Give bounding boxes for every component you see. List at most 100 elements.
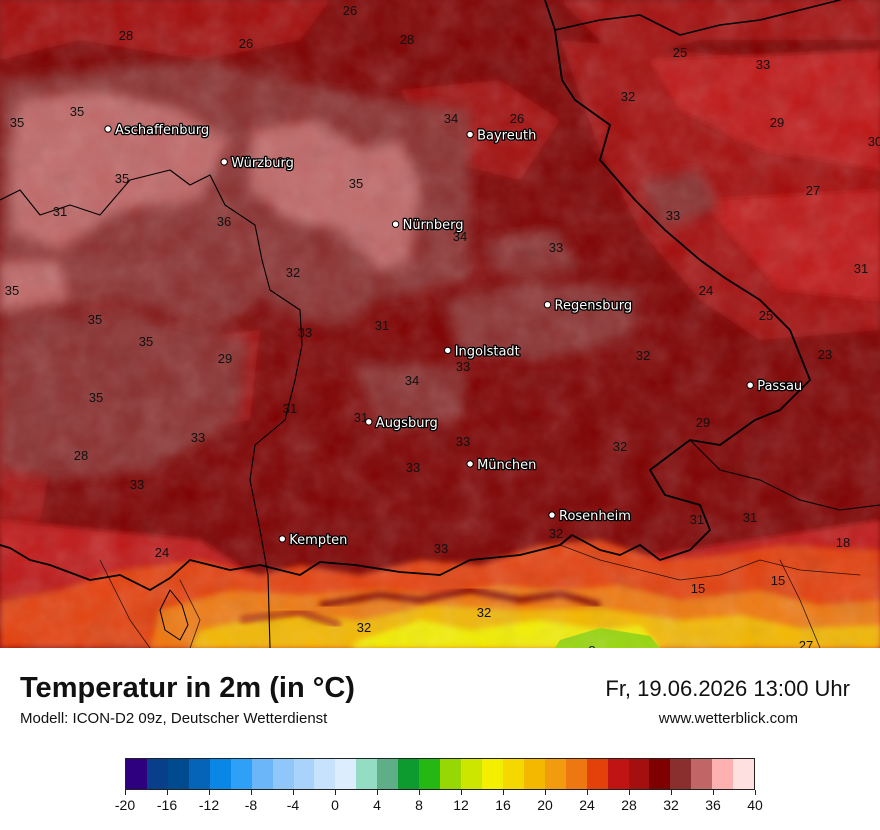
legend-tick bbox=[419, 790, 420, 795]
value-label: 31 bbox=[354, 410, 368, 425]
legend-tick-label: -4 bbox=[286, 797, 300, 813]
austria-border bbox=[689, 439, 880, 511]
color-scale-legend bbox=[125, 758, 755, 790]
value-label: 35 bbox=[5, 283, 19, 298]
legend-swatch bbox=[293, 759, 315, 789]
value-label: 31 bbox=[53, 204, 67, 219]
legend-swatch bbox=[607, 759, 629, 789]
value-label: 32 bbox=[613, 439, 627, 454]
city-marker bbox=[444, 346, 452, 355]
city-marker bbox=[543, 301, 552, 309]
value-label: 18 bbox=[836, 535, 850, 550]
map-title: Temperatur in 2m (in °C) bbox=[20, 672, 355, 704]
legend-tick-label: 32 bbox=[663, 797, 679, 813]
website-link[interactable]: www.wetterblick.com bbox=[658, 710, 798, 727]
value-label: 33 bbox=[666, 208, 680, 223]
legend-swatch bbox=[230, 759, 252, 789]
value-label: 26 bbox=[510, 111, 524, 126]
value-label: 26 bbox=[239, 36, 253, 51]
legend-tick bbox=[713, 790, 714, 795]
legend-tick bbox=[461, 790, 462, 795]
legend-swatch bbox=[440, 759, 461, 789]
city-marker bbox=[391, 220, 400, 228]
legend-tick bbox=[209, 790, 210, 795]
legend-swatch bbox=[335, 759, 357, 789]
legend-tick bbox=[167, 790, 168, 795]
value-label: 34 bbox=[444, 111, 458, 126]
legend-swatch bbox=[481, 759, 503, 789]
city-marker bbox=[220, 158, 228, 166]
country-border bbox=[0, 0, 811, 591]
legend-swatch bbox=[523, 759, 545, 789]
value-label: 28 bbox=[119, 28, 133, 43]
legend-swatch bbox=[628, 759, 650, 789]
legend-swatch bbox=[461, 759, 482, 789]
city-marker bbox=[746, 381, 754, 389]
value-label: 32 bbox=[286, 265, 300, 280]
value-label: 28 bbox=[400, 32, 414, 47]
legend-tick-label: 0 bbox=[331, 797, 339, 813]
city-marker bbox=[278, 535, 286, 543]
value-label: 24 bbox=[699, 283, 713, 298]
value-label: 24 bbox=[155, 545, 169, 560]
legend-swatch bbox=[691, 759, 713, 789]
value-label: 32 bbox=[636, 348, 650, 363]
value-label: 32 bbox=[357, 620, 371, 635]
value-label: 23 bbox=[818, 347, 832, 362]
value-label: 35 bbox=[89, 390, 103, 405]
value-label: 33 bbox=[130, 477, 144, 492]
value-label: 33 bbox=[456, 434, 470, 449]
legend-swatch bbox=[649, 759, 671, 789]
city-marker bbox=[365, 418, 373, 426]
legend-tick-label: 28 bbox=[621, 797, 637, 813]
city-label: Passau bbox=[757, 379, 802, 394]
value-label: 26 bbox=[343, 3, 357, 18]
value-label: 27 bbox=[799, 638, 813, 648]
legend-swatch bbox=[126, 759, 147, 789]
value-label: 33 bbox=[456, 359, 470, 374]
legend-tick-label: 20 bbox=[537, 797, 553, 813]
legend-swatch bbox=[419, 759, 441, 789]
value-label: 29 bbox=[696, 415, 710, 430]
value-label: 29 bbox=[770, 115, 784, 130]
country-border-north bbox=[554, 0, 841, 36]
legend-tick bbox=[545, 790, 546, 795]
value-label: 31 bbox=[690, 512, 704, 527]
value-label: 25 bbox=[673, 45, 687, 60]
legend-swatch bbox=[146, 759, 168, 789]
legend-swatch bbox=[251, 759, 273, 789]
legend-tick bbox=[755, 790, 756, 795]
value-label: 35 bbox=[115, 171, 129, 186]
city-marker bbox=[466, 460, 474, 468]
city-marker bbox=[466, 130, 474, 139]
value-label: 32 bbox=[549, 526, 563, 541]
city-label: Aschaffenburg bbox=[115, 123, 209, 138]
legend-tick-label: -8 bbox=[244, 797, 258, 813]
legend-swatch bbox=[733, 759, 755, 789]
legend-tick bbox=[335, 790, 336, 795]
value-label: 15 bbox=[691, 581, 705, 596]
legend-tick-label: 12 bbox=[453, 797, 469, 813]
model-info: Modell: ICON-D2 09z, Deutscher Wetterdie… bbox=[20, 710, 328, 727]
value-label: 35 bbox=[349, 176, 363, 191]
value-label: 30 bbox=[868, 134, 880, 149]
legend-swatch bbox=[712, 759, 734, 789]
legend-tick bbox=[251, 790, 252, 795]
city-label: Ingolstadt bbox=[455, 344, 520, 359]
city-label: Rosenheim bbox=[559, 509, 631, 524]
legend-tick bbox=[503, 790, 504, 795]
value-label: 32 bbox=[477, 605, 491, 620]
legend-ticks: -20 -16 -12 -8 -4 0 4 8 12 16 20 24 28 32 36 40 bbox=[115, 790, 763, 820]
legend-swatch bbox=[502, 759, 524, 789]
legend-swatch bbox=[356, 759, 378, 789]
legend-swatch bbox=[188, 759, 210, 789]
legend-swatch bbox=[670, 759, 692, 789]
legend-swatch bbox=[314, 759, 336, 789]
lake-outline bbox=[159, 589, 189, 641]
value-label: 31 bbox=[283, 401, 297, 416]
value-label: 35 bbox=[10, 115, 24, 130]
value-label: 33 bbox=[406, 460, 420, 475]
legend-tick-label: 40 bbox=[747, 797, 763, 813]
value-label: 8 bbox=[588, 643, 595, 648]
value-label: 33 bbox=[549, 240, 563, 255]
